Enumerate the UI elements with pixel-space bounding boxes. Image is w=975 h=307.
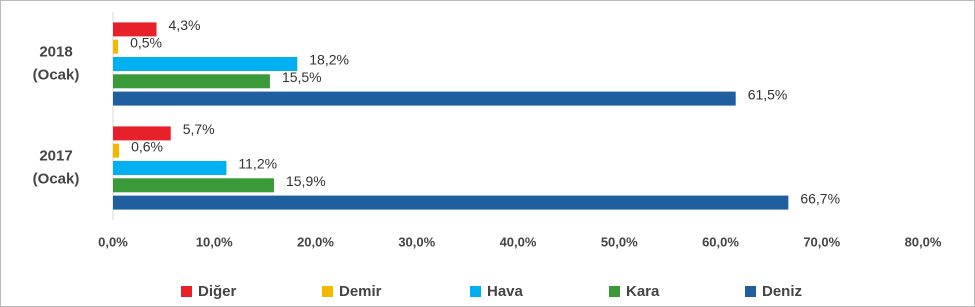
value-label: 11,2% (238, 156, 277, 172)
category-label: 2017 (Ocak) (33, 147, 80, 187)
bar (113, 74, 270, 89)
bar (113, 39, 119, 54)
value-label: 15,9% (286, 173, 326, 189)
legend-swatch (470, 286, 481, 297)
category-label: 2018 (Ocak) (33, 43, 80, 83)
x-tick-label: 40,0% (500, 234, 537, 249)
x-tick-label: 70,0% (803, 234, 840, 249)
bar (113, 57, 298, 71)
x-tick-label: 60,0% (702, 234, 739, 249)
value-label: 18,2% (309, 52, 349, 68)
bar (113, 195, 789, 210)
legend-swatch (181, 286, 192, 297)
legend-label: Demir (339, 283, 382, 300)
value-label: 4,3% (169, 17, 201, 33)
x-tick-label: 20,0% (297, 234, 334, 249)
value-label: 15,5% (282, 69, 322, 85)
legend-swatch (745, 286, 756, 297)
legend-label: Deniz (762, 283, 802, 300)
value-label: 66,7% (800, 190, 840, 206)
legend-label: Kara (626, 283, 660, 300)
value-label: 0,6% (131, 138, 163, 154)
legend-swatch (609, 286, 620, 297)
bar (113, 126, 171, 141)
bar (113, 91, 736, 106)
bar (113, 178, 274, 193)
bar (113, 143, 120, 158)
bar (113, 161, 227, 175)
value-label: 0,5% (130, 34, 162, 50)
value-label: 61,5% (748, 86, 788, 102)
x-tick-label: 30,0% (398, 234, 435, 249)
bar (113, 22, 157, 37)
legend-label: Hava (487, 283, 524, 300)
x-tick-label: 80,0% (905, 234, 942, 249)
value-label: 5,7% (183, 121, 215, 137)
legend-label: Diğer (198, 283, 237, 300)
x-tick-label: 0,0% (98, 234, 128, 249)
x-tick-label: 50,0% (601, 234, 638, 249)
x-tick-label: 10,0% (196, 234, 233, 249)
legend-swatch (322, 286, 333, 297)
